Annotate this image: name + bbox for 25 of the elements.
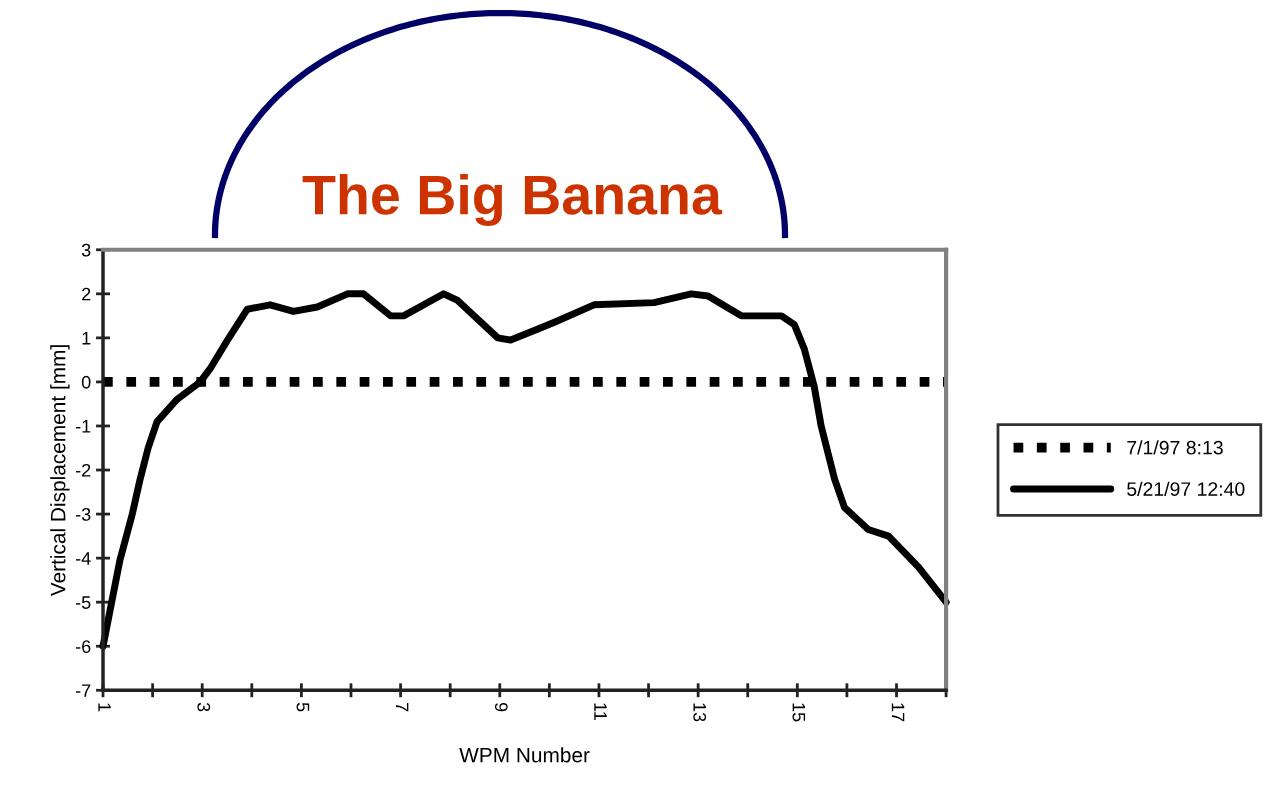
y-tick-label: -2	[75, 463, 91, 477]
y-tick-label: 3	[81, 243, 91, 257]
x-tick-label: 9	[494, 702, 508, 712]
y-tick-label: -6	[75, 640, 91, 653]
x-tick-label: 11	[594, 703, 607, 720]
x-tick-label: 5	[296, 702, 310, 712]
y-tick-label: -3	[75, 508, 91, 521]
y-tick-label: -5	[75, 596, 91, 609]
y-axis-title: Vertical Displacement [mm]	[50, 345, 70, 597]
y-tick-label: 1	[82, 331, 91, 345]
x-tick-label: 3	[197, 702, 211, 712]
y-tick-label: -7	[75, 684, 91, 697]
y-tick-label: -4	[75, 552, 91, 565]
x-tick-label: 13	[693, 703, 707, 722]
x-tick-label: 1	[98, 703, 111, 712]
y-tick-label: 0	[81, 375, 91, 389]
text: 7/1/97 8:13	[1127, 440, 1223, 455]
y-tick-label: -1	[75, 420, 91, 433]
y-tick-label: 2	[82, 287, 91, 301]
text: 5/21/97 12:40	[1127, 481, 1245, 496]
x-tick-label: 17	[891, 703, 905, 722]
chart-title: The Big Banana	[302, 173, 723, 227]
x-tick-label: 15	[792, 703, 806, 722]
x-axis-title: WPM Number	[459, 747, 590, 763]
x-tick-label: 7	[395, 703, 409, 712]
